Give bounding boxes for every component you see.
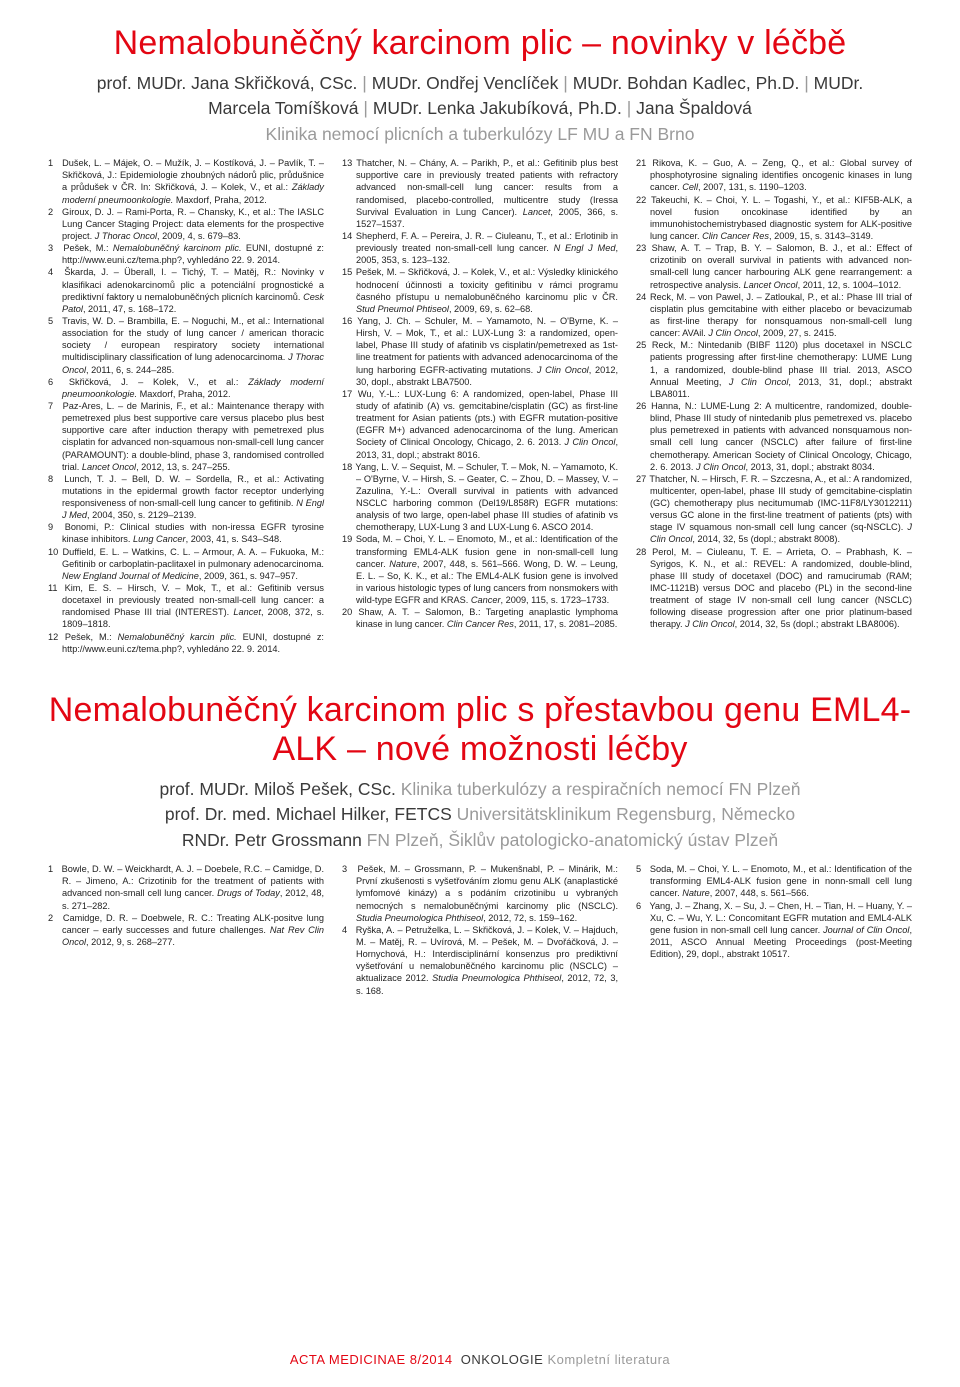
reference-item: 17 Wu, Y.-L.: LUX-Lung 6: A randomized, … xyxy=(342,388,618,461)
reference-item: 5 Travis, W. D. – Brambilla, E. – Noguch… xyxy=(48,315,324,376)
footer-issue: 8/2014 xyxy=(410,1352,453,1367)
reference-item: 1 Dušek, L. – Májek, O. – Mužík, J. – Ko… xyxy=(48,157,324,206)
reference-item: 2 Camidge, D. R. – Doebwele, R. C.: Trea… xyxy=(48,912,324,948)
reference-item: 24 Reck, M. – von Pawel, J. – Zatloukal,… xyxy=(636,291,912,340)
reference-item: 7 Paz-Ares, L. – de Marinis, F., et al.:… xyxy=(48,400,324,473)
reference-item: 23 Shaw, A. T. – Trap, B. Y. – Salomon, … xyxy=(636,242,912,291)
reference-item: 3 Pešek, M. – Grossmann, P. – Mukenšnabl… xyxy=(342,863,618,924)
footer-magazine: ACTA MEDICINAE xyxy=(290,1352,406,1367)
reference-item: 12 Pešek, M.: Nemalobuněčný karcin plic.… xyxy=(48,631,324,655)
footer-sub: Kompletní literatura xyxy=(547,1352,670,1367)
reference-item: 26 Hanna, N.: LUME-Lung 2: A multicentre… xyxy=(636,400,912,473)
reference-item: 15 Pešek, M. – Skřičková, J. – Kolek, V.… xyxy=(342,266,618,315)
reference-item: 6 Skřičková, J. – Kolek, V., et al.: Zák… xyxy=(48,376,324,400)
reference-item: 4 Ryška, A. – Petruželka, L. – Skřičková… xyxy=(342,924,618,997)
article2-title: Nemalobuněčný karcinom plic s přestavbou… xyxy=(48,691,912,769)
reference-item: 6 Yang, J. – Zhang, X. – Su, J. – Chen, … xyxy=(636,900,912,961)
footer-topic: ONKOLOGIE xyxy=(461,1352,544,1367)
reference-item: 3 Pešek, M.: Nemalobuněčný karcinom plic… xyxy=(48,242,324,266)
article2-authors: prof. MUDr. Miloš Pešek, CSc. Klinika tu… xyxy=(50,777,910,853)
reference-item: 10 Duffield, E. L. – Watkins, C. L. – Ar… xyxy=(48,546,324,582)
reference-item: 1 Bowle, D. W. – Weickhardt, A. J. – Doe… xyxy=(48,863,324,912)
reference-item: 21 Rikova, K. – Guo, A. – Zeng, Q., et a… xyxy=(636,157,912,193)
reference-item: 20 Shaw, A. T. – Salomon, B.: Targeting … xyxy=(342,606,618,630)
reference-item: 16 Yang, J. Ch. – Schuler, M. – Yamamoto… xyxy=(342,315,618,388)
reference-item: 11 Kim, E. S. – Hirsch, V. – Mok, T., et… xyxy=(48,582,324,631)
reference-item: 5 Soda, M. – Choi, Y. L. – Enomoto, M., … xyxy=(636,863,912,899)
reference-item: 9 Bonomi, P.: Clinical studies with non-… xyxy=(48,521,324,545)
reference-item: 28 Perol, M. – Ciuleanu, T. E. – Arrieta… xyxy=(636,546,912,631)
article1-references: 1 Dušek, L. – Májek, O. – Mužík, J. – Ko… xyxy=(48,157,912,655)
reference-item: 27 Thatcher, N. – Hirsch, F. R. – Szczes… xyxy=(636,473,912,546)
reference-item: 14 Shepherd, F. A. – Pereira, J. R. – Ci… xyxy=(342,230,618,266)
reference-item: 19 Soda, M. – Choi, Y. L. – Enomoto, M.,… xyxy=(342,533,618,606)
reference-item: 22 Takeuchi, K. – Choi, Y. L. – Togashi,… xyxy=(636,194,912,243)
reference-item: 13 Thatcher, N. – Chány, A. – Parikh, P.… xyxy=(342,157,618,230)
reference-item: 8 Lunch, T. J. – Bell, D. W. – Sordella,… xyxy=(48,473,324,522)
reference-item: 18 Yang, L. V. – Sequist, M. – Schuler, … xyxy=(342,461,618,534)
reference-item: 4 Škarda, J. – Überall, I. – Tichý, T. –… xyxy=(48,266,324,315)
page-footer: ACTA MEDICINAE 8/2014 ONKOLOGIE Kompletn… xyxy=(0,1352,960,1367)
reference-item: 2 Giroux, D. J. – Rami-Porta, R. – Chans… xyxy=(48,206,324,242)
article1-authors: prof. MUDr. Jana Skřičková, CSc. | MUDr.… xyxy=(65,71,895,147)
article1-title: Nemalobuněčný karcinom plic – novinky v … xyxy=(48,24,912,63)
article2-references: 1 Bowle, D. W. – Weickhardt, A. J. – Doe… xyxy=(48,863,912,997)
reference-item: 25 Reck, M.: Nintedanib (BIBF 1120) plus… xyxy=(636,339,912,400)
